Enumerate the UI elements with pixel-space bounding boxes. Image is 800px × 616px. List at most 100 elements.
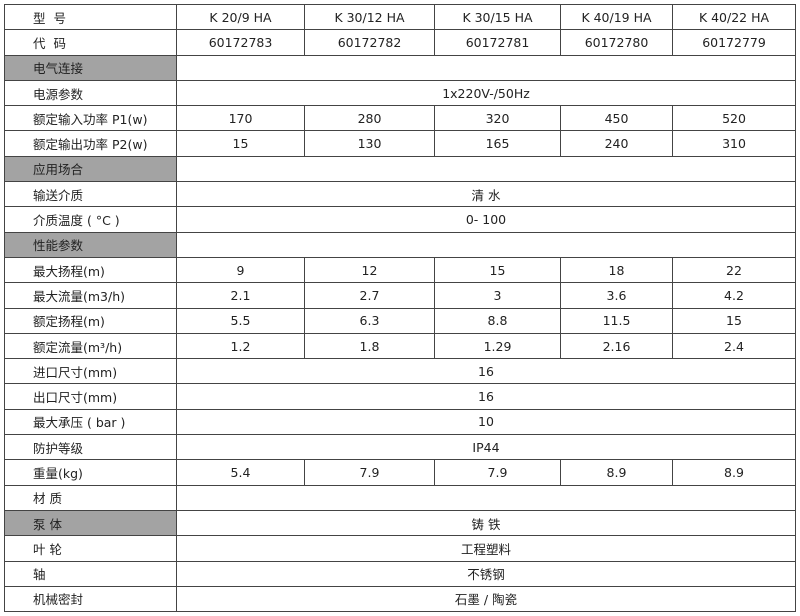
value-cell: 310 (672, 130, 796, 157)
value-cell: 170 (176, 105, 305, 132)
shared-value-cell: 0- 100 (176, 206, 796, 233)
shared-value-cell: 不锈钢 (176, 560, 796, 587)
spec-row: 额定扬程(m) 5.5 6.3 8.8 11.5 15 (4, 307, 796, 334)
value-cell: 5.4 (176, 459, 305, 486)
shared-value-cell: 1x220V-/50Hz (176, 79, 796, 107)
value-cell: 6.3 (304, 307, 435, 334)
model-cell: K 30/15 HA (434, 3, 561, 31)
model-cell: K 30/12 HA (304, 3, 435, 31)
shared-value-cell: IP44 (176, 434, 796, 461)
value-cell: 320 (434, 105, 561, 132)
spec-row: 最大扬程(m) 9 12 15 18 22 (4, 256, 796, 284)
spec-row: 泵 体铸 铁 (4, 509, 796, 537)
empty-cell (176, 484, 796, 511)
row-label: 叶 轮 (4, 535, 177, 562)
empty-cell (176, 54, 796, 81)
code-cell: 60172782 (304, 29, 435, 56)
shared-value-cell: 石墨 / 陶瓷 (176, 585, 796, 613)
value-cell: 2.4 (672, 332, 796, 360)
row-label: 重量(kg) (4, 459, 177, 486)
value-cell: 15 (672, 307, 796, 334)
row-label: 进口尺寸(mm) (4, 358, 177, 385)
value-cell: 1.8 (304, 332, 435, 360)
value-cell: 520 (672, 105, 796, 132)
section-label: 材 质 (4, 484, 177, 511)
spec-row: 机械密封 石墨 / 陶瓷 (4, 585, 796, 613)
row-label: 输送介质 (4, 181, 177, 208)
row-label: 最大流量(m3/h) (4, 282, 177, 309)
spec-row: 最大承压 ( bar ) 10 (4, 408, 796, 436)
shared-value-cell: 铸 铁 (176, 509, 796, 537)
row-label: 机械密封 (4, 585, 177, 613)
spec-row: 额定输入功率 P1(w) 170 280 320 450 520 (4, 105, 796, 132)
row-label: 轴 (4, 560, 177, 587)
value-cell: 8.9 (560, 459, 673, 486)
value-cell: 2.1 (176, 282, 305, 309)
value-cell: 450 (560, 105, 673, 132)
model-row: 型 号 K 20/9 HA K 30/12 HA K 30/15 HA K 40… (4, 3, 796, 31)
section-row: 应用场合 (4, 155, 796, 183)
spec-row: 介质温度 ( °C ) 0- 100 (4, 206, 796, 233)
spec-row: 额定输出功率 P2(w) 15 130 165 240 310 (4, 130, 796, 157)
value-cell: 8.9 (672, 459, 796, 486)
spec-row: 重量(kg) 5.4 7.9 7.9 8.9 8.9 (4, 459, 796, 486)
value-cell: 15 (176, 130, 305, 157)
row-label: 额定输入功率 P1(w) (4, 105, 177, 132)
section-label: 性能参数 (4, 231, 177, 258)
empty-cell (176, 231, 796, 258)
row-label: 防护等级 (4, 434, 177, 461)
value-cell: 11.5 (560, 307, 673, 334)
row-label: 额定流量(m³/h) (4, 332, 177, 360)
value-cell: 7.9 (434, 459, 561, 486)
section-row: 性能参数 (4, 231, 796, 258)
model-cell: K 40/19 HA (560, 3, 673, 31)
model-cell: K 40/22 HA (672, 3, 796, 31)
spec-row: 轴不锈钢 (4, 560, 796, 587)
code-cell: 60172780 (560, 29, 673, 56)
value-cell: 1.29 (434, 332, 561, 360)
spec-row: 出口尺寸(mm) 16 (4, 383, 796, 410)
row-label: 出口尺寸(mm) (4, 383, 177, 410)
row-label: 最大扬程(m) (4, 256, 177, 284)
value-cell: 4.2 (672, 282, 796, 309)
section-label: 应用场合 (4, 155, 177, 183)
spec-row: 电源参数 1x220V-/50Hz (4, 79, 796, 107)
value-cell: 1.2 (176, 332, 305, 360)
value-cell: 5.5 (176, 307, 305, 334)
row-label: 介质温度 ( °C ) (4, 206, 177, 233)
section-row: 材 质 (4, 484, 796, 511)
model-label: 型 号 (4, 3, 177, 31)
row-label: 额定扬程(m) (4, 307, 177, 334)
shared-value-cell: 16 (176, 358, 796, 385)
row-label: 最大承压 ( bar ) (4, 408, 177, 436)
shared-value-cell: 工程塑料 (176, 535, 796, 562)
value-cell: 130 (304, 130, 435, 157)
value-cell: 165 (434, 130, 561, 157)
spec-row: 输送介质清 水 (4, 181, 796, 208)
code-row: 代 码 60172783 60172782 60172781 60172780 … (4, 29, 796, 56)
code-cell: 60172783 (176, 29, 305, 56)
section-label: 电气连接 (4, 54, 177, 81)
value-cell: 2.7 (304, 282, 435, 309)
value-cell: 12 (304, 256, 435, 284)
value-cell: 7.9 (304, 459, 435, 486)
value-cell: 9 (176, 256, 305, 284)
spec-row: 额定流量(m³/h) 1.2 1.8 1.29 2.16 2.4 (4, 332, 796, 360)
row-label: 电源参数 (4, 79, 177, 107)
value-cell: 3 (434, 282, 561, 309)
value-cell: 2.16 (560, 332, 673, 360)
row-label: 泵 体 (4, 509, 177, 537)
value-cell: 240 (560, 130, 673, 157)
value-cell: 3.6 (560, 282, 673, 309)
row-label: 额定输出功率 P2(w) (4, 130, 177, 157)
value-cell: 18 (560, 256, 673, 284)
spec-row: 叶 轮工程塑料 (4, 535, 796, 562)
empty-cell (176, 155, 796, 183)
value-cell: 15 (434, 256, 561, 284)
value-cell: 22 (672, 256, 796, 284)
shared-value-cell: 10 (176, 408, 796, 436)
shared-value-cell: 清 水 (176, 181, 796, 208)
value-cell: 8.8 (434, 307, 561, 334)
shared-value-cell: 16 (176, 383, 796, 410)
code-cell: 60172781 (434, 29, 561, 56)
